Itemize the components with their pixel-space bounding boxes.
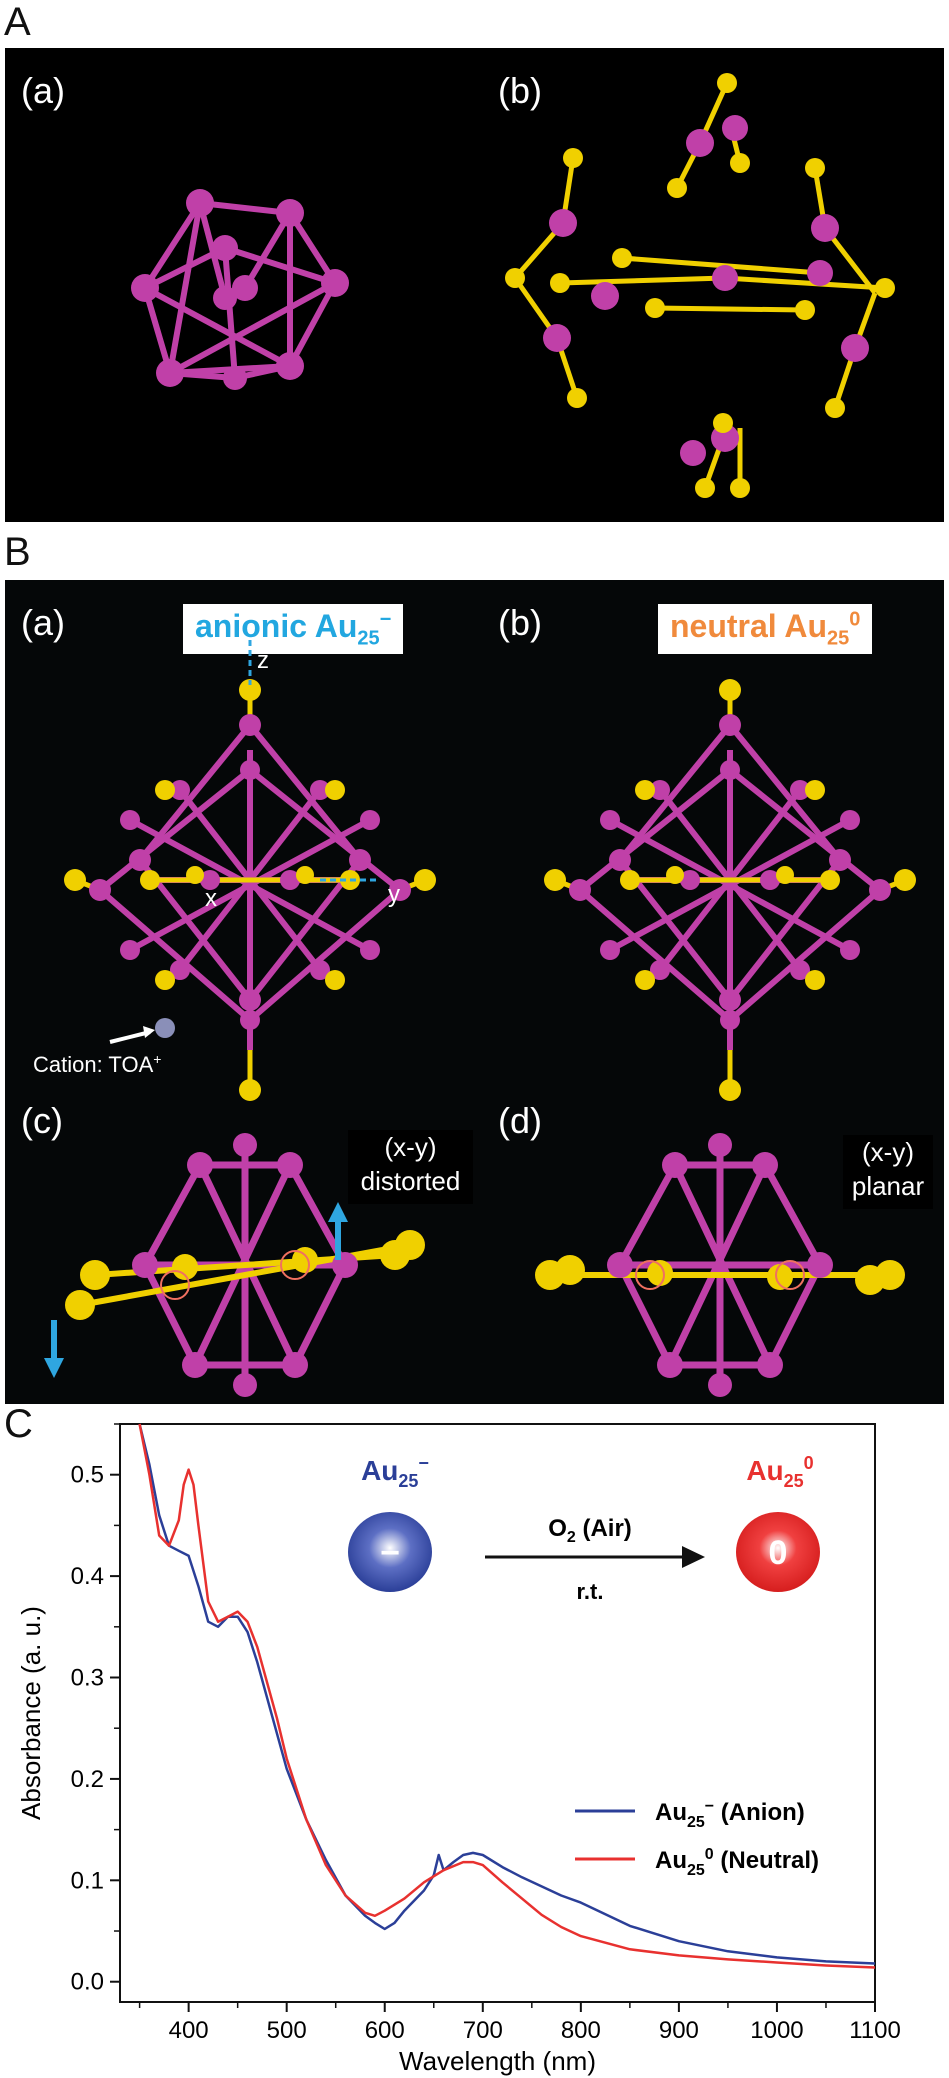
cation-arrow	[109, 1030, 151, 1044]
x-tick-label: 1100	[849, 2017, 901, 2044]
arrow-down-icon	[44, 1320, 64, 1378]
staple-au-atoms	[543, 115, 869, 466]
panel-b-image: (a) (b) (c) (d) anionic Au25− neutral Au…	[5, 580, 944, 1404]
tick-label-layer: 400 500 600 700 800 900 1000 1100 0.0 0.1 0.2 0.3 0.…	[71, 1423, 901, 2044]
x-tick-label: 700	[463, 2017, 503, 2044]
anionic-cluster	[64, 640, 436, 1101]
anionic-title: anionic Au25−	[183, 604, 404, 655]
anion-symbol: −	[380, 1534, 400, 1572]
panel-a-sub-b: (b)	[498, 70, 542, 111]
panel-b-structures: z x y Cation: TOA+	[33, 640, 916, 1397]
cation-label: Cation: TOA+	[33, 1051, 161, 1077]
x-tick-label: 800	[561, 2017, 601, 2044]
series-line-neutral	[138, 1423, 876, 1969]
scheme-left-label: Au25−	[361, 1453, 429, 1491]
neutral-cluster	[544, 679, 916, 1101]
plot-frame	[119, 1423, 876, 2003]
x-tick-label: 900	[659, 2017, 699, 2044]
y-tick-label: 0.0	[71, 1969, 104, 1996]
axis-x-label: x	[205, 885, 217, 912]
cation-sphere	[155, 1018, 175, 1038]
y-tick-label: 0.2	[71, 1766, 104, 1793]
series-layer	[138, 1423, 876, 1969]
y-axis-label: Absorbance (a. u.)	[16, 1606, 46, 1820]
panel-b-sub-b: (b)	[498, 602, 542, 643]
legend-label-neutral: Au250 (Neutral)	[655, 1846, 819, 1879]
x-tick-label: 1000	[750, 2017, 803, 2044]
distorted-note: (x-y) distorted	[348, 1130, 473, 1204]
arrow-top-text: O2 (Air)	[548, 1515, 632, 1546]
distorted-core	[65, 1133, 425, 1397]
y-tick-label: 0.5	[71, 1462, 104, 1489]
panel-a-letter: A	[4, 0, 31, 44]
arrow-up-icon	[328, 1202, 348, 1260]
reaction-scheme: Au25− − O2 (Air) r.t. Au250 0	[348, 1453, 820, 1604]
y-tick-label: 0.3	[71, 1665, 104, 1692]
panel-b-letter: B	[4, 530, 31, 574]
au13-atoms	[131, 189, 349, 390]
panel-b-sub-c: (c)	[21, 1100, 63, 1141]
axes-layer	[119, 1423, 876, 2003]
scheme-right-label: Au250	[746, 1453, 813, 1491]
neutral-title: neutral Au250	[658, 604, 873, 655]
panel-c-letter: C	[4, 1402, 33, 1446]
panel-a-sub-a: (a)	[21, 70, 65, 111]
x-tick-label: 600	[365, 2017, 405, 2044]
y-tick-label: 0.1	[71, 1867, 104, 1894]
series-line-anion	[138, 1423, 876, 1965]
legend-label-anion: Au25− (Anion)	[655, 1798, 805, 1831]
axis-z-label: z	[257, 647, 269, 674]
anion-sphere-icon	[348, 1512, 432, 1592]
absorbance-chart: 400 500 600 700 800 900 1000 1100 0.0 0.1 0.2 0.3 0.…	[16, 1423, 901, 2076]
panel-b-sub-d: (d)	[498, 1100, 542, 1141]
reaction-arrowhead-icon	[682, 1546, 705, 1568]
planar-core	[535, 1133, 905, 1397]
x-axis-label: Wavelength (nm)	[399, 2046, 596, 2076]
x-tick-label: 500	[267, 2017, 307, 2044]
axis-y-label: y	[388, 881, 400, 908]
neutral-sphere-icon	[736, 1512, 820, 1592]
arrow-bottom-text: r.t.	[577, 1579, 604, 1604]
planar-note: (x-y) planar	[843, 1135, 933, 1209]
x-tick-label: 400	[169, 2017, 209, 2044]
panel-a-structures	[131, 73, 895, 498]
panel-a-image: (a) (b)	[5, 48, 944, 522]
y-tick-label: 0.4	[71, 1563, 104, 1590]
panel-b-sub-a: (a)	[21, 602, 65, 643]
legend: Au25− (Anion) Au250 (Neutral)	[575, 1798, 819, 1879]
staple-s-atoms	[505, 73, 895, 498]
neutral-symbol: 0	[769, 1534, 788, 1572]
